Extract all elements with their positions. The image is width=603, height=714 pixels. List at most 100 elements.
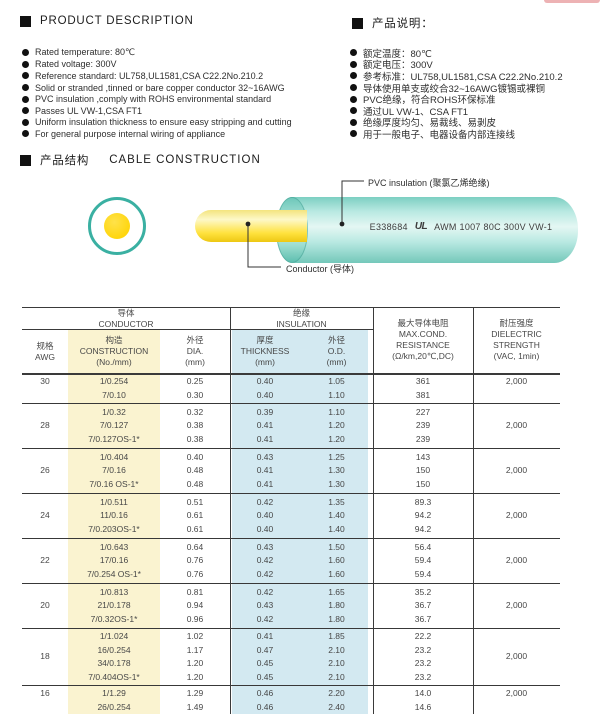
list-item: 用于一般电子、电器设备内部连接线 [350, 128, 563, 141]
thickness-value: 0.43 [256, 541, 274, 552]
thickness-value: 0.40 [256, 523, 274, 534]
awg-value: 30 [40, 376, 50, 386]
od-value: 1.50 [328, 541, 345, 552]
dia-value: 0.48 [186, 478, 204, 489]
list-item: PVC绝缘，符合ROHS环保标准 [350, 93, 563, 106]
construction-value: 1/0.643 [99, 541, 129, 552]
list-item-text: 导体使用单支或绞合32~16AWG镀锡或裸铜 [363, 83, 546, 95]
list-item: 参考标准：UL758,UL1581,CSA C22.2No.210.2 [350, 70, 563, 83]
od-value: 2.10 [328, 658, 345, 668]
bullet-icon [22, 95, 29, 103]
list-item-text: Rated temperature: 80℃ [35, 47, 136, 58]
dia-value: 1.02 [186, 631, 204, 641]
dia-cell: 0.51 0.61 0.61 [160, 494, 230, 538]
dia-value: 0.30 [186, 389, 204, 400]
thickness-cell: 0.43 0.42 0.42 [230, 539, 300, 583]
od-value: 1.80 [328, 600, 345, 611]
thickness-value: 0.47 [256, 644, 274, 655]
dia-value: 0.38 [186, 433, 204, 444]
table-row: 16 1/1.29 26/0.254 1.29 1.49 0.46 0.46 2.20 2.40… [22, 686, 560, 714]
dia-value: 0.38 [186, 420, 204, 431]
awg-value: 20 [40, 600, 50, 611]
section-heading-product-description-cn: 产品说明： [352, 15, 434, 31]
construction-cell: 1/0.32 7/0.127 7/0.127OS-1* [68, 404, 160, 448]
construction-cell: 1/0.404 7/0.16 7/0.16 OS-1* [68, 449, 160, 493]
section-title: 产品说明： [372, 18, 434, 30]
awg-value: 18 [40, 651, 50, 662]
spec-table: 导体 CONDUCTOR 绝缘 INSULATION 最大导体电阻 MAX.CO… [22, 307, 560, 714]
resistance-value: 94.2 [414, 523, 432, 534]
od-value: 1.10 [328, 389, 345, 400]
dia-cell: 0.32 0.38 0.38 [160, 404, 230, 448]
od-cell: 1.10 1.20 1.20 [300, 404, 373, 448]
resistance-value: 143 [415, 451, 431, 462]
od-value: 1.30 [328, 478, 345, 489]
construction-value: 1/0.813 [99, 586, 129, 597]
resistance-value: 23.2 [414, 644, 432, 655]
od-value: 1.40 [328, 510, 345, 521]
resistance-cell: 227 239 239 [373, 404, 473, 448]
construction-value: 7/0.10 [102, 389, 126, 400]
resistance-cell: 56.4 59.4 59.4 [373, 539, 473, 583]
resistance-value: 89.3 [414, 496, 432, 507]
dia-value: 1.20 [186, 658, 204, 668]
resistance-value: 23.2 [414, 658, 432, 668]
table-divider [230, 307, 231, 714]
product-description-list-cn: 额定温度：80℃ 额定电压：300V 参考标准：UL758,UL1581,CSA… [350, 47, 563, 141]
od-cell: 1.65 1.80 1.80 [300, 584, 373, 628]
list-item-text: Passes UL VW-1,CSA FT1 [35, 105, 143, 116]
bullet-icon [22, 107, 29, 115]
bullet-icon [22, 49, 29, 57]
od-cell: 1.35 1.40 1.40 [300, 494, 373, 538]
dia-value: 0.94 [186, 600, 204, 611]
header-construction: 构造 CONSTRUCTION (No./mm) [79, 335, 149, 367]
group-header-rule [22, 329, 373, 330]
dielectric-cell: 2,000 [473, 686, 560, 714]
construction-column-highlight [68, 330, 160, 714]
resistance-cell: 22.2 23.2 23.2 23.2 [373, 629, 473, 685]
dia-value: 0.76 [186, 568, 204, 579]
resistance-value: 35.2 [414, 586, 432, 597]
resistance-cell: 143 150 150 [373, 449, 473, 493]
resistance-value: 150 [415, 478, 431, 489]
construction-value: 16/0.254 [97, 644, 131, 655]
dielectric-cell: 2,000 [473, 494, 560, 538]
dielectric-value: 2,000 [505, 651, 528, 662]
list-item: PVC insulation ,comply with ROHS environ… [22, 93, 292, 105]
construction-cell: 1/0.643 17/0.16 7/0.254 OS-1* [68, 539, 160, 583]
awg-cell: 30 [22, 374, 68, 403]
thickness-value: 0.42 [256, 568, 274, 579]
cable-marking-text: E338684 UL AWM 1007 80C 300V VW-1 [352, 221, 570, 232]
thickness-value: 0.41 [256, 631, 274, 641]
construction-value: 1/0.511 [100, 496, 128, 507]
list-item-text: 参考标准：UL758,UL1581,CSA C22.2No.210.2 [363, 71, 563, 83]
bullet-icon [350, 107, 357, 115]
dielectric-cell: 2,000 [473, 404, 560, 448]
header-dia: 外径 DIA. (mm) [185, 335, 205, 367]
dielectric-cell: 2,000 [473, 449, 560, 493]
dia-value: 0.48 [186, 465, 204, 476]
insulation-column-highlight [232, 330, 368, 714]
construction-cell: 1/0.254 7/0.10 [68, 374, 160, 403]
construction-value: 7/0.203OS-1* [88, 523, 140, 534]
section-marker-icon [20, 15, 31, 27]
list-item-text: 额定温度：80℃ [363, 48, 432, 60]
od-value: 1.10 [328, 406, 345, 417]
dia-cell: 0.25 0.30 [160, 374, 230, 403]
od-value: 2.40 [328, 701, 345, 712]
thickness-value: 0.41 [256, 433, 274, 444]
list-item-text: 用于一般电子、电器设备内部连接线 [363, 129, 516, 141]
dielectric-value: 2,000 [505, 376, 528, 386]
dia-value: 0.64 [186, 541, 204, 552]
od-cell: 1.85 2.10 2.10 2.10 [300, 629, 373, 685]
thickness-value: 0.40 [256, 389, 274, 400]
dia-cell: 0.64 0.76 0.76 [160, 539, 230, 583]
table-row: 26 1/0.404 7/0.16 7/0.16 OS-1* 0.40 0.48 0.48 0… [22, 449, 560, 494]
construction-cell: 1/1.024 16/0.254 34/0.178 7/0.404OS-1* [68, 629, 160, 685]
dielectric-value: 2,000 [505, 465, 528, 476]
bullet-icon [350, 84, 357, 92]
section-marker-icon [20, 154, 31, 166]
awg-cell: 22 [22, 539, 68, 583]
resistance-value: 239 [415, 420, 431, 431]
thickness-cell: 0.42 0.43 0.42 [230, 584, 300, 628]
